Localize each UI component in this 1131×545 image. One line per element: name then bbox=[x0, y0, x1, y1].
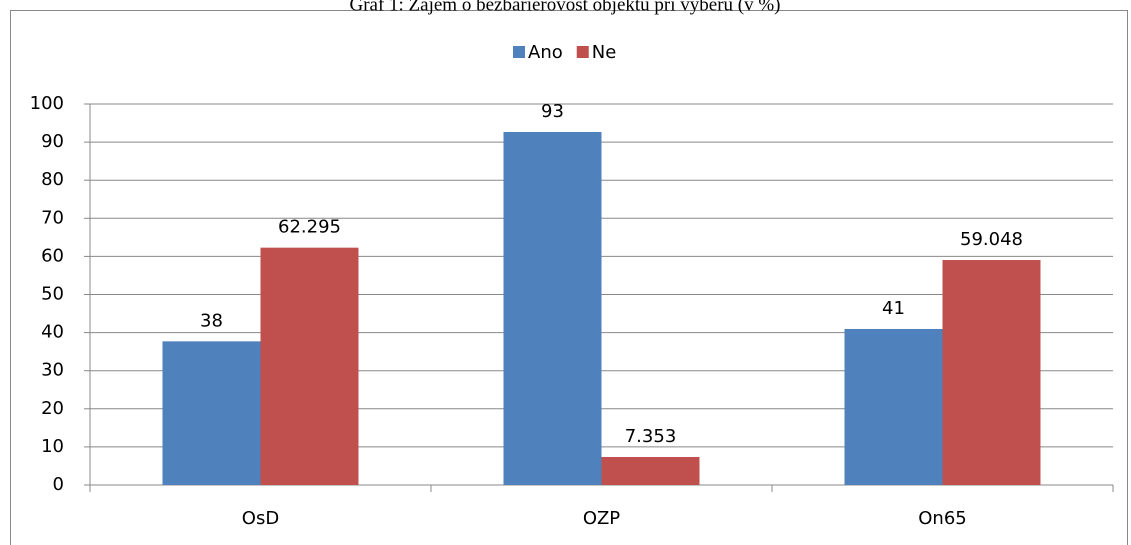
chart-title: Graf 1: Zájem o bezbariérovost objektu p… bbox=[349, 0, 780, 15]
y-tick-label: 90 bbox=[41, 131, 64, 152]
y-tick-label: 30 bbox=[41, 360, 64, 381]
data-label: 38 bbox=[200, 310, 223, 331]
y-tick-label: 10 bbox=[41, 436, 64, 457]
legend-swatch bbox=[513, 46, 525, 58]
y-tick-label: 0 bbox=[53, 474, 64, 495]
data-label: 7.353 bbox=[625, 426, 677, 447]
y-tick-label: 40 bbox=[41, 322, 64, 343]
bar bbox=[260, 247, 359, 485]
bar bbox=[601, 456, 700, 485]
legend-swatch bbox=[576, 46, 589, 58]
data-label: 62.295 bbox=[278, 217, 341, 238]
data-label: 93 bbox=[541, 101, 564, 122]
x-tick-label: OZP bbox=[583, 508, 620, 529]
y-tick-label: 80 bbox=[41, 169, 64, 190]
bar bbox=[162, 341, 261, 485]
y-tick-label: 20 bbox=[41, 398, 64, 419]
data-label: 41 bbox=[882, 298, 905, 319]
bar bbox=[942, 260, 1041, 485]
bar bbox=[844, 328, 943, 485]
legend-label: Ne bbox=[592, 42, 617, 63]
legend-label: Ano bbox=[528, 42, 563, 63]
x-tick-label: On65 bbox=[918, 508, 966, 529]
bar bbox=[503, 132, 602, 485]
y-tick-label: 70 bbox=[41, 207, 64, 228]
y-tick-label: 100 bbox=[30, 93, 64, 114]
y-tick-label: 50 bbox=[41, 284, 64, 305]
x-tick-label: OsD bbox=[242, 508, 279, 529]
data-label: 59.048 bbox=[960, 229, 1023, 250]
y-tick-label: 60 bbox=[41, 245, 64, 266]
